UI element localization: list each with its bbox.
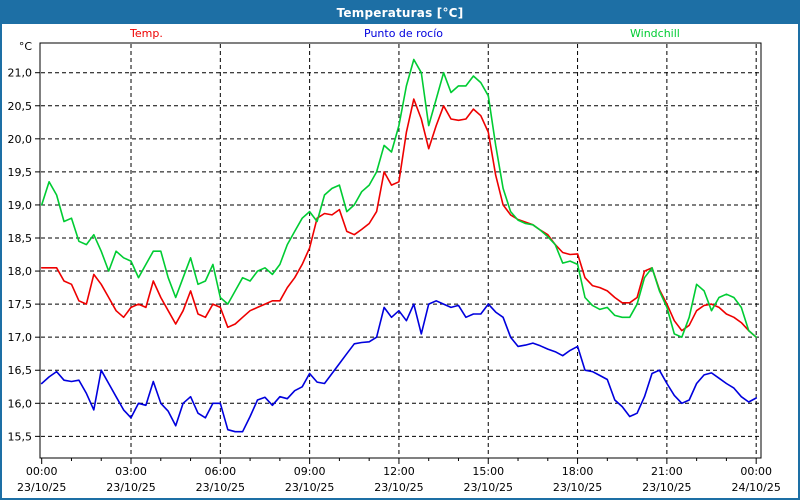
svg-text:06:00: 06:00 bbox=[204, 465, 236, 478]
svg-text:23/10/25: 23/10/25 bbox=[17, 481, 66, 494]
svg-text:16,5: 16,5 bbox=[8, 364, 33, 377]
svg-text:00:00: 00:00 bbox=[740, 465, 772, 478]
svg-text:12:00: 12:00 bbox=[383, 465, 415, 478]
legend-windchill-label: Windchill bbox=[630, 27, 680, 40]
svg-text:00:00: 00:00 bbox=[26, 465, 58, 478]
svg-text:19,5: 19,5 bbox=[8, 166, 33, 179]
svg-text:°C: °C bbox=[19, 40, 33, 53]
svg-text:17,0: 17,0 bbox=[8, 331, 33, 344]
svg-text:09:00: 09:00 bbox=[294, 465, 326, 478]
svg-text:18,0: 18,0 bbox=[8, 265, 33, 278]
svg-text:20,0: 20,0 bbox=[8, 133, 33, 146]
svg-text:19,0: 19,0 bbox=[8, 199, 33, 212]
svg-text:23/10/25: 23/10/25 bbox=[285, 481, 334, 494]
svg-text:23/10/25: 23/10/25 bbox=[464, 481, 513, 494]
svg-text:17,5: 17,5 bbox=[8, 298, 33, 311]
svg-text:20,5: 20,5 bbox=[8, 100, 33, 113]
svg-text:18:00: 18:00 bbox=[562, 465, 594, 478]
svg-text:24/10/25: 24/10/25 bbox=[731, 481, 780, 494]
temperature-chart: 21,0 20,5 20,0 19,5 19,0 18,5 18,0 17,5 17,0 16,5… bbox=[8, 40, 781, 494]
svg-text:18,5: 18,5 bbox=[8, 232, 33, 245]
svg-text:03:00: 03:00 bbox=[115, 465, 147, 478]
svg-text:23/10/25: 23/10/25 bbox=[106, 481, 155, 494]
svg-text:23/10/25: 23/10/25 bbox=[196, 481, 245, 494]
svg-text:16,0: 16,0 bbox=[8, 397, 33, 410]
svg-text:23/10/25: 23/10/25 bbox=[642, 481, 691, 494]
svg-text:21,0: 21,0 bbox=[8, 67, 33, 80]
legend-dewpoint-label: Punto de rocío bbox=[364, 27, 444, 40]
svg-text:15:00: 15:00 bbox=[472, 465, 504, 478]
svg-text:21:00: 21:00 bbox=[651, 465, 683, 478]
window-title: Temperaturas [°C] bbox=[336, 6, 464, 20]
legend-temp-label: Temp. bbox=[130, 27, 163, 40]
title-bar: Temperaturas [°C] bbox=[2, 2, 798, 24]
svg-text:15,5: 15,5 bbox=[8, 430, 33, 443]
svg-text:23/10/25: 23/10/25 bbox=[374, 481, 423, 494]
svg-text:23/10/25: 23/10/25 bbox=[553, 481, 602, 494]
